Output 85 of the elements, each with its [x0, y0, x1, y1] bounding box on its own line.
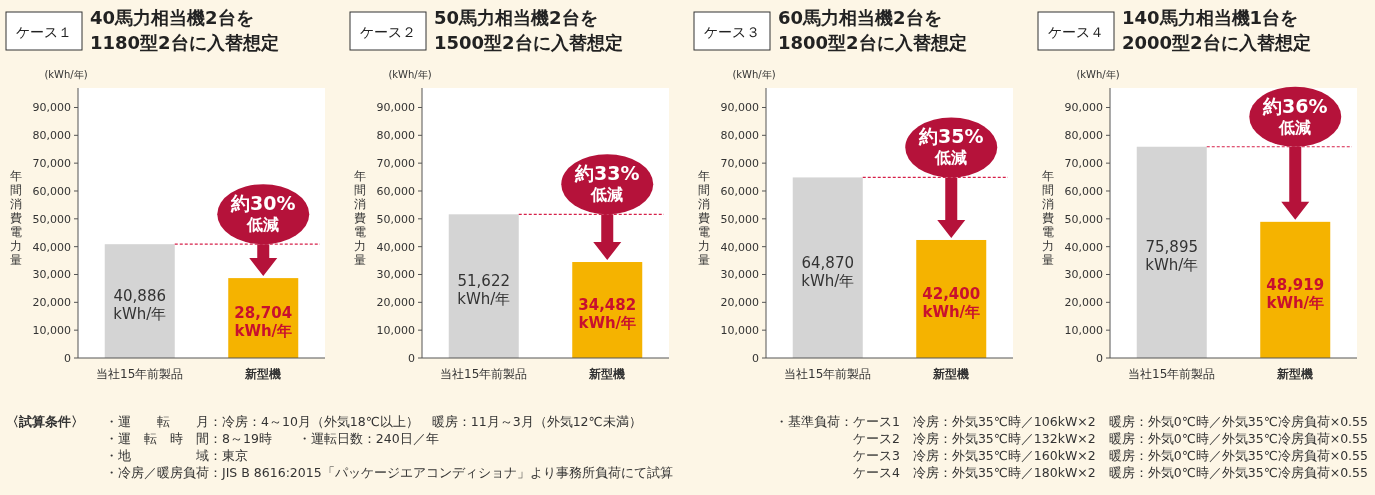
- y-tick-label: 20,000: [32, 296, 71, 310]
- data-label: 42,400 kWh/年: [922, 284, 981, 321]
- x-tick-label: 当社15年前製品: [440, 367, 528, 381]
- data-label: 51,622 kWh/年: [457, 272, 511, 309]
- y-tick-label: 20,000: [376, 296, 415, 310]
- y-tick-label: 70,000: [376, 157, 415, 171]
- y-tick-label: 70,000: [1064, 157, 1103, 171]
- y-tick-label: 80,000: [1064, 129, 1103, 143]
- text: ケース3 冷房：外気35℃時／160kW×2 暖房：外気0℃時／外気35℃冷房負荷×0.55: [852, 448, 1368, 463]
- chart-subtitle: ケース４: [1048, 24, 1104, 40]
- chart-subtitle: ケース３: [704, 24, 760, 40]
- text: ケース4 冷房：外気35℃時／180kW×2 暖房：外気0℃時／外気35℃冷房負荷×0.55: [852, 465, 1368, 480]
- y-tick-label: 30,000: [376, 268, 415, 282]
- y-tick-label: 30,000: [32, 268, 71, 282]
- y-tick-label: 60,000: [1064, 184, 1103, 198]
- y-tick-label: 10,000: [1064, 324, 1103, 338]
- y-tick-label: 60,000: [720, 184, 759, 198]
- y-tick-label: 80,000: [376, 129, 415, 143]
- text: 〈試算条件〉: [6, 414, 84, 429]
- text: ・基準負荷：ケース1 冷房：外気35℃時／106kW×2 暖房：外気0℃時／外気35℃冷房負荷×0.55: [774, 414, 1368, 429]
- text: ・冷房／暖房負荷：JIS B 8616:2015「パッケージエアコンディショナ」より事務所負荷にて試算: [105, 465, 673, 480]
- annotation: 約33% 低減: [574, 162, 640, 205]
- data-label: 64,870 kWh/年: [801, 253, 855, 290]
- annotation: 約36% 低減: [1262, 94, 1328, 137]
- y-axis-title: 年間消費電力量: [354, 169, 366, 267]
- y-tick-label: 70,000: [32, 157, 71, 171]
- x-tick-label: 新型機: [244, 367, 282, 381]
- y-tick-label: 90,000: [376, 101, 415, 115]
- y-tick-label: 40,000: [32, 240, 71, 254]
- text: ・運 転 時 間：8～19時 ・運転日数：240日／年: [105, 431, 439, 446]
- y-tick-label: 40,000: [376, 240, 415, 254]
- x-tick-label: 当社15年前製品: [1128, 367, 1216, 381]
- y-axis-title: 年間消費電力量: [1042, 169, 1054, 267]
- y-tick-label: 60,000: [376, 184, 415, 198]
- data-label: 40,886 kWh/年: [113, 287, 167, 324]
- y-tick-label: 90,000: [32, 101, 71, 115]
- y-tick-label: 80,000: [32, 129, 71, 143]
- annotation: 約35% 低減: [918, 125, 984, 168]
- y-tick-label: 90,000: [720, 101, 759, 115]
- annotation: 約30% 低減: [230, 192, 296, 235]
- text: (kWh/年): [388, 69, 432, 80]
- y-axis-title: 年間消費電力量: [10, 169, 22, 267]
- x-tick-label: 当社15年前製品: [784, 367, 872, 381]
- y-tick-label: 90,000: [1064, 101, 1103, 115]
- y-tick-label: 30,000: [720, 268, 759, 282]
- y-tick-label: 20,000: [720, 296, 759, 310]
- chart-subtitle: ケース１: [16, 24, 72, 40]
- chart-subtitle: ケース２: [360, 24, 416, 40]
- y-tick-label: 50,000: [1064, 212, 1103, 226]
- y-tick-label: 80,000: [720, 129, 759, 143]
- x-tick-label: 新型機: [1276, 367, 1314, 381]
- chart-title: 140馬力相当機1台を 2000型2台に入替想定: [1122, 7, 1311, 53]
- chart-title: 50馬力相当機2台を 1500型2台に入替想定: [434, 7, 623, 53]
- chart-title: 60馬力相当機2台を 1800型2台に入替想定: [778, 7, 967, 53]
- y-tick-label: 50,000: [720, 212, 759, 226]
- y-tick-label: 60,000: [32, 184, 71, 198]
- y-tick-label: 0: [752, 352, 759, 365]
- x-tick-label: 新型機: [588, 367, 626, 381]
- data-label: 34,482 kWh/年: [578, 296, 637, 333]
- y-tick-label: 10,000: [32, 324, 71, 338]
- y-axis-title: 年間消費電力量: [698, 169, 710, 267]
- y-tick-label: 70,000: [720, 157, 759, 171]
- y-tick-label: 0: [64, 352, 71, 365]
- y-tick-label: 0: [1096, 352, 1103, 365]
- y-tick-label: 20,000: [1064, 296, 1103, 310]
- chart-title: 40馬力相当機2台を 1180型2台に入替想定: [90, 7, 279, 53]
- x-tick-label: 新型機: [932, 367, 970, 381]
- y-tick-label: 50,000: [32, 212, 71, 226]
- y-tick-label: 0: [408, 352, 415, 365]
- y-tick-label: 50,000: [376, 212, 415, 226]
- x-tick-label: 当社15年前製品: [96, 367, 184, 381]
- y-tick-label: 40,000: [1064, 240, 1103, 254]
- text: ケース2 冷房：外気35℃時／132kW×2 暖房：外気0℃時／外気35℃冷房負荷×0.55: [852, 431, 1368, 446]
- data-label: 28,704 kWh/年: [234, 304, 293, 341]
- y-tick-label: 10,000: [376, 324, 415, 338]
- data-label: 75,895 kWh/年: [1145, 238, 1199, 275]
- y-tick-label: 40,000: [720, 240, 759, 254]
- data-label: 48,919 kWh/年: [1266, 275, 1325, 312]
- text: (kWh/年): [1076, 69, 1120, 80]
- y-tick-label: 10,000: [720, 324, 759, 338]
- text: ・運 転 月：冷房：4～10月（外気18℃以上） 暖房：11月～3月（外気12℃未満）: [105, 414, 642, 429]
- text: (kWh/年): [44, 69, 88, 80]
- text: (kWh/年): [732, 69, 776, 80]
- text: ・地 域：東京: [105, 448, 248, 463]
- y-tick-label: 30,000: [1064, 268, 1103, 282]
